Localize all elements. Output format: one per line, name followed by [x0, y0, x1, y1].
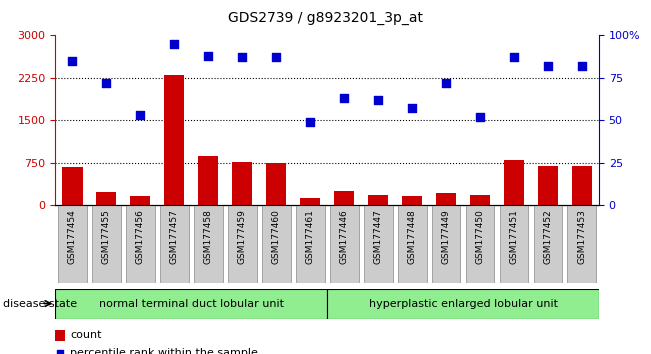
- Bar: [62, 167, 83, 205]
- Bar: [232, 162, 253, 205]
- Point: [271, 55, 281, 60]
- Text: GSM177454: GSM177454: [68, 209, 77, 264]
- Bar: [568, 205, 596, 283]
- Text: GSM177460: GSM177460: [271, 209, 281, 264]
- Bar: [534, 205, 562, 283]
- Point: [577, 63, 587, 69]
- Bar: [368, 195, 388, 205]
- Bar: [55, 289, 327, 319]
- Bar: [58, 205, 87, 283]
- Bar: [402, 196, 422, 205]
- Point: [203, 53, 214, 59]
- Point: [373, 97, 383, 103]
- Text: GSM177459: GSM177459: [238, 209, 247, 264]
- Bar: [334, 190, 354, 205]
- Bar: [55, 330, 65, 341]
- Point: [407, 105, 417, 111]
- Text: GSM177447: GSM177447: [374, 209, 383, 264]
- Bar: [164, 75, 184, 205]
- Text: GSM177453: GSM177453: [577, 209, 587, 264]
- Bar: [465, 205, 495, 283]
- Text: count: count: [70, 330, 102, 340]
- Bar: [198, 156, 219, 205]
- Point: [475, 114, 485, 120]
- Text: normal terminal duct lobular unit: normal terminal duct lobular unit: [99, 298, 284, 309]
- Text: GDS2739 / g8923201_3p_at: GDS2739 / g8923201_3p_at: [228, 11, 423, 25]
- Text: GSM177452: GSM177452: [544, 209, 553, 264]
- Text: GSM177458: GSM177458: [204, 209, 213, 264]
- Text: GSM177455: GSM177455: [102, 209, 111, 264]
- Text: GSM177449: GSM177449: [441, 209, 450, 264]
- Bar: [228, 205, 256, 283]
- Text: GSM177450: GSM177450: [475, 209, 484, 264]
- Text: GSM177448: GSM177448: [408, 209, 417, 264]
- Bar: [364, 205, 393, 283]
- Point: [441, 80, 451, 86]
- Bar: [329, 205, 359, 283]
- Bar: [470, 195, 490, 205]
- Point: [305, 119, 315, 125]
- Text: hyperplastic enlarged lobular unit: hyperplastic enlarged lobular unit: [368, 298, 557, 309]
- Bar: [262, 205, 290, 283]
- Bar: [327, 289, 599, 319]
- Bar: [296, 205, 325, 283]
- Text: percentile rank within the sample: percentile rank within the sample: [70, 348, 258, 354]
- Point: [101, 80, 111, 86]
- Bar: [398, 205, 426, 283]
- Text: GSM177456: GSM177456: [136, 209, 145, 264]
- Bar: [159, 205, 189, 283]
- Bar: [572, 166, 592, 205]
- Text: GSM177451: GSM177451: [510, 209, 518, 264]
- Bar: [300, 198, 320, 205]
- Point: [169, 41, 180, 47]
- Point: [339, 96, 350, 101]
- Point: [67, 58, 77, 64]
- Bar: [266, 163, 286, 205]
- Bar: [96, 192, 117, 205]
- Bar: [92, 205, 120, 283]
- Bar: [432, 205, 460, 283]
- Bar: [126, 205, 155, 283]
- Text: GSM177457: GSM177457: [170, 209, 179, 264]
- Bar: [130, 196, 150, 205]
- Point: [135, 113, 145, 118]
- Bar: [436, 193, 456, 205]
- Text: disease state: disease state: [3, 298, 77, 309]
- Point: [509, 55, 519, 60]
- Point: [543, 63, 553, 69]
- Bar: [538, 166, 558, 205]
- Text: GSM177446: GSM177446: [340, 209, 349, 264]
- Text: GSM177461: GSM177461: [305, 209, 314, 264]
- Bar: [194, 205, 223, 283]
- Bar: [499, 205, 529, 283]
- Bar: [504, 160, 524, 205]
- Point: [55, 350, 66, 354]
- Point: [237, 55, 247, 60]
